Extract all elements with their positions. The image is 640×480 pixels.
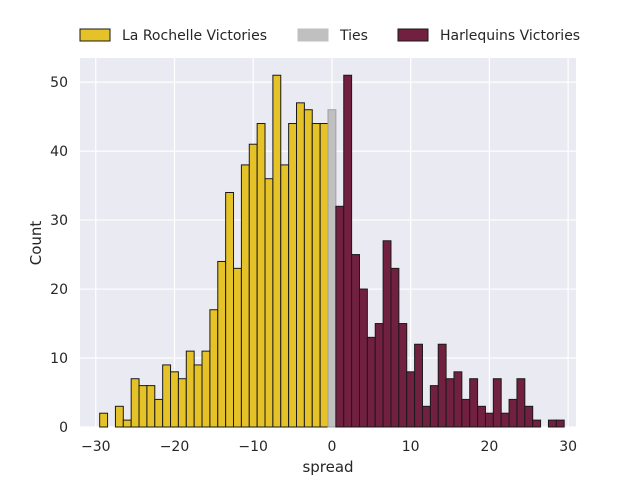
histogram-bar xyxy=(193,364,203,428)
legend-swatch xyxy=(79,28,111,42)
x-tick-label: 0 xyxy=(327,439,336,455)
histogram-bar xyxy=(445,378,455,428)
histogram-bar xyxy=(162,364,172,428)
histogram-bar xyxy=(547,419,557,428)
histogram-bar xyxy=(477,405,486,428)
histogram-bar xyxy=(303,109,313,428)
x-tick-labels: −30 −20 −10 0 10 20 30 xyxy=(81,439,577,455)
histogram-bar xyxy=(492,378,502,428)
histogram-bar xyxy=(225,191,235,428)
legend-label: Ties xyxy=(339,28,368,44)
histogram-bars xyxy=(99,74,565,428)
histogram-bar xyxy=(296,102,305,428)
histogram-bar xyxy=(264,178,274,428)
histogram-bar xyxy=(288,123,298,428)
histogram-bar xyxy=(240,164,250,428)
histogram-bar xyxy=(524,405,534,428)
histogram-bar xyxy=(209,309,219,428)
histogram-bar xyxy=(177,378,187,428)
histogram-bar xyxy=(154,398,164,428)
y-axis-label: Count xyxy=(27,221,45,266)
y-tick-label: 20 xyxy=(50,282,68,298)
histogram-bar xyxy=(390,267,400,428)
legend: La Rochelle Victories Ties Harlequins Vict… xyxy=(79,28,580,44)
histogram-bar xyxy=(461,398,471,428)
y-tick-label: 40 xyxy=(50,144,68,160)
histogram-bar xyxy=(217,260,227,428)
histogram-bar xyxy=(358,288,368,428)
x-tick-label: −10 xyxy=(238,439,268,455)
histogram-bar xyxy=(366,336,376,428)
histogram-bar xyxy=(508,398,518,428)
histogram-bar xyxy=(114,405,124,428)
histogram-bar xyxy=(343,74,353,428)
legend-label: Harlequins Victories xyxy=(440,28,580,44)
histogram-bar xyxy=(319,123,329,428)
histogram-bar xyxy=(130,378,140,428)
y-tick-label: 0 xyxy=(59,420,68,436)
histogram-bar xyxy=(185,350,195,428)
legend-swatch xyxy=(397,28,429,42)
histogram-bar xyxy=(421,405,431,428)
histogram-bar xyxy=(532,419,542,428)
x-tick-label: −20 xyxy=(160,439,190,455)
histogram-bar xyxy=(233,267,242,428)
legend-swatch xyxy=(297,28,329,42)
histogram-bar xyxy=(311,123,321,428)
histogram-bar xyxy=(351,254,360,428)
histogram-bar xyxy=(170,371,179,428)
histogram-bar xyxy=(382,240,392,428)
histogram-bar xyxy=(138,385,148,428)
histogram-bar xyxy=(555,419,565,428)
histogram-bar xyxy=(99,412,109,428)
y-tick-label: 30 xyxy=(50,213,68,229)
histogram-bar xyxy=(437,343,447,428)
histogram-bar xyxy=(406,371,416,428)
histogram-bar xyxy=(280,164,290,428)
y-tick-labels: 0 10 20 30 40 50 xyxy=(50,75,68,436)
histogram-bar xyxy=(453,371,463,428)
histogram-bar xyxy=(327,109,337,428)
histogram-bar xyxy=(146,385,156,428)
histogram-bar xyxy=(429,385,439,428)
y-tick-label: 50 xyxy=(50,75,68,91)
y-tick-label: 10 xyxy=(50,351,68,367)
histogram-bar xyxy=(201,350,211,428)
histogram-bar xyxy=(484,412,494,428)
x-tick-label: 10 xyxy=(402,439,420,455)
histogram-bar xyxy=(122,419,132,428)
histogram-bar xyxy=(256,123,266,428)
histogram-bar xyxy=(516,378,526,428)
histogram-bar xyxy=(335,205,345,428)
x-axis-label: spread xyxy=(302,458,353,476)
x-tick-label: −30 xyxy=(81,439,111,455)
histogram-bar xyxy=(500,412,510,428)
x-tick-label: 30 xyxy=(559,439,577,455)
histogram-bar xyxy=(272,74,282,428)
histogram-bar xyxy=(414,343,423,428)
histogram-bar xyxy=(469,378,479,428)
legend-label: La Rochelle Victories xyxy=(122,28,267,44)
histogram-bar xyxy=(374,323,384,428)
x-tick-label: 20 xyxy=(480,439,498,455)
histogram-bar xyxy=(248,143,258,428)
histogram-bar xyxy=(398,323,408,428)
